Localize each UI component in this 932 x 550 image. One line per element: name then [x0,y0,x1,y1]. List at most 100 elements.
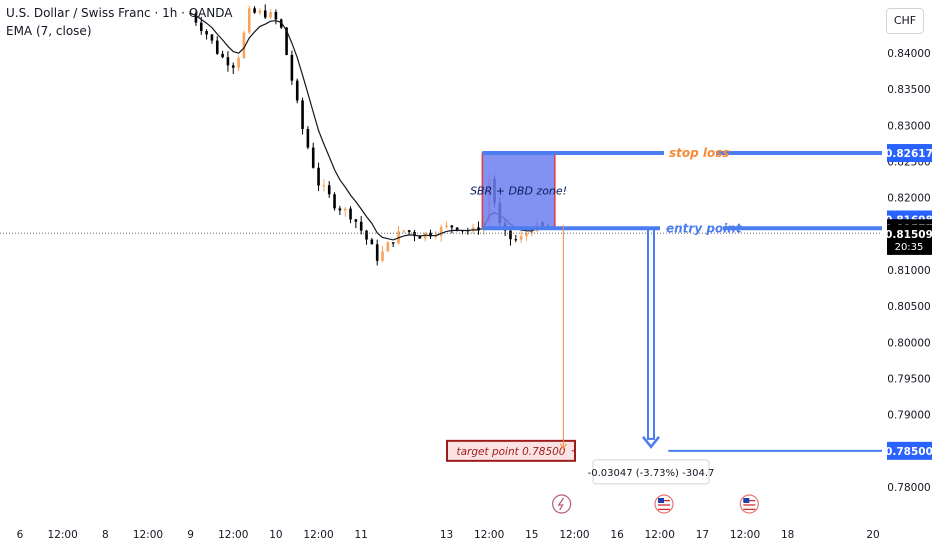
candle-body [439,226,443,236]
candle-body [370,239,374,245]
candle-body [285,27,288,55]
time-tick-label: 12:00 [474,529,504,541]
measure-tooltip[interactable]: -0.03047 (-3.73%) -304.7 [588,459,715,485]
lightning-icon [557,497,565,511]
candle-body [391,242,395,244]
flag-canton [658,498,665,503]
time-tick-label: 12:00 [133,529,163,541]
candle-body [530,231,534,234]
us-flag-event-icon[interactable] [654,494,674,514]
event-circle [552,494,572,514]
candle-body [199,22,203,32]
measure-tooltip-box [592,459,710,485]
time-tick-label: 12:00 [645,529,675,541]
zone-label: SBR + DBD zone! [470,185,567,198]
candle-body [322,185,326,187]
candle-body [258,10,262,13]
time-tick-label: 12:00 [303,529,333,541]
candle-body [365,230,368,240]
candle-body [402,230,406,232]
candle-body [317,167,320,186]
price-tick-label: 0.79000 [887,410,930,422]
time-tick-label: 12:00 [218,529,248,541]
candle-body [226,57,230,66]
time-tick-label: 12:00 [48,529,78,541]
price-tick-label: 0.82000 [887,193,930,205]
entry-label: entry point [666,221,743,235]
candle-body [418,236,422,239]
price-tick-label: 0.80500 [887,301,930,313]
measure-arrowhead [559,443,567,450]
price-tick-label: 0.83500 [887,84,930,96]
candle-body [290,54,294,81]
flag-canton [743,498,750,503]
candle-body [205,31,208,35]
candle-body [306,128,310,148]
target-price-badge[interactable]: 0.78500 [885,441,932,460]
candle-body [231,65,235,68]
stop-loss-price-badge-bg [887,144,932,163]
indicator-legend[interactable]: EMA (7, close) [6,24,92,38]
target-price-badge-bg [887,441,932,460]
candle-body [413,231,416,237]
price-tick-label: 0.78000 [887,482,930,494]
candle-body [242,32,246,58]
candle-body [215,40,219,54]
time-tick-label: 20 [866,529,879,541]
candle-body [343,208,347,211]
candle-body [359,221,363,231]
time-tick-label: 8 [102,529,109,541]
candle-body [525,233,528,237]
stop-loss-price-badge[interactable]: 0.82617 [885,144,932,163]
candle-body [354,219,358,222]
candle-body [434,235,438,237]
stop-loss-price-badge-text: 0.82617 [885,148,932,160]
candle-body [349,208,352,220]
candle-body [450,225,454,228]
symbol-title[interactable]: U.S. Dollar / Swiss Franc · 1h · OANDA [6,6,233,20]
event-circle [654,494,674,514]
candle-body [194,13,198,23]
time-tick-label: 17 [696,529,709,541]
time-tick-label: 9 [187,529,194,541]
time-tick-label: 11 [355,529,368,541]
sbr-dbd-zone[interactable] [481,152,556,230]
time-tick-label: 6 [17,529,24,541]
candle-body [386,242,390,252]
price-tick-label: 0.83000 [887,120,930,132]
candle-body [311,147,315,168]
target-arrow-head [642,436,660,449]
candle-body [247,8,251,33]
candle-body [509,230,512,240]
time-tick-label: 10 [269,529,282,541]
time-tick-label: 15 [525,529,538,541]
measure-tooltip-text: -0.03047 (-3.73%) -304.7 [588,468,715,479]
target-arrow-shaft [647,227,655,440]
price-axis[interactable]: 0.840000.835000.830000.825000.820000.815… [885,48,932,494]
us-flag-event-icon[interactable] [739,494,759,514]
target-price-badge-text: 0.78500 [885,446,932,458]
candle-body [237,57,240,68]
time-axis[interactable]: 6 12:00 8 12:00 9 12:00 10 12:00 11 13 12:00 15 12:0… [17,529,880,541]
candle-body [477,227,480,231]
time-tick-label: 18 [781,529,794,541]
target-point-label: target point 0.78500 [457,446,566,458]
candle-body [333,194,336,209]
candle-body [269,12,272,18]
time-tick-label: 12:00 [730,529,760,541]
last-price-badge-text: 0.81509 [885,229,932,241]
candle-body [429,232,432,237]
candle-body [263,10,267,18]
time-tick-label: 12:00 [559,529,589,541]
stop-loss-label: stop loss [669,146,730,160]
candle-body [514,239,518,241]
dividend-event-icon[interactable] [552,494,572,514]
candle-body [375,244,379,261]
currency-button[interactable]: CHF [886,8,924,34]
candle-body [338,208,342,211]
time-tick-label: 13 [440,529,453,541]
candle-body [445,225,448,227]
